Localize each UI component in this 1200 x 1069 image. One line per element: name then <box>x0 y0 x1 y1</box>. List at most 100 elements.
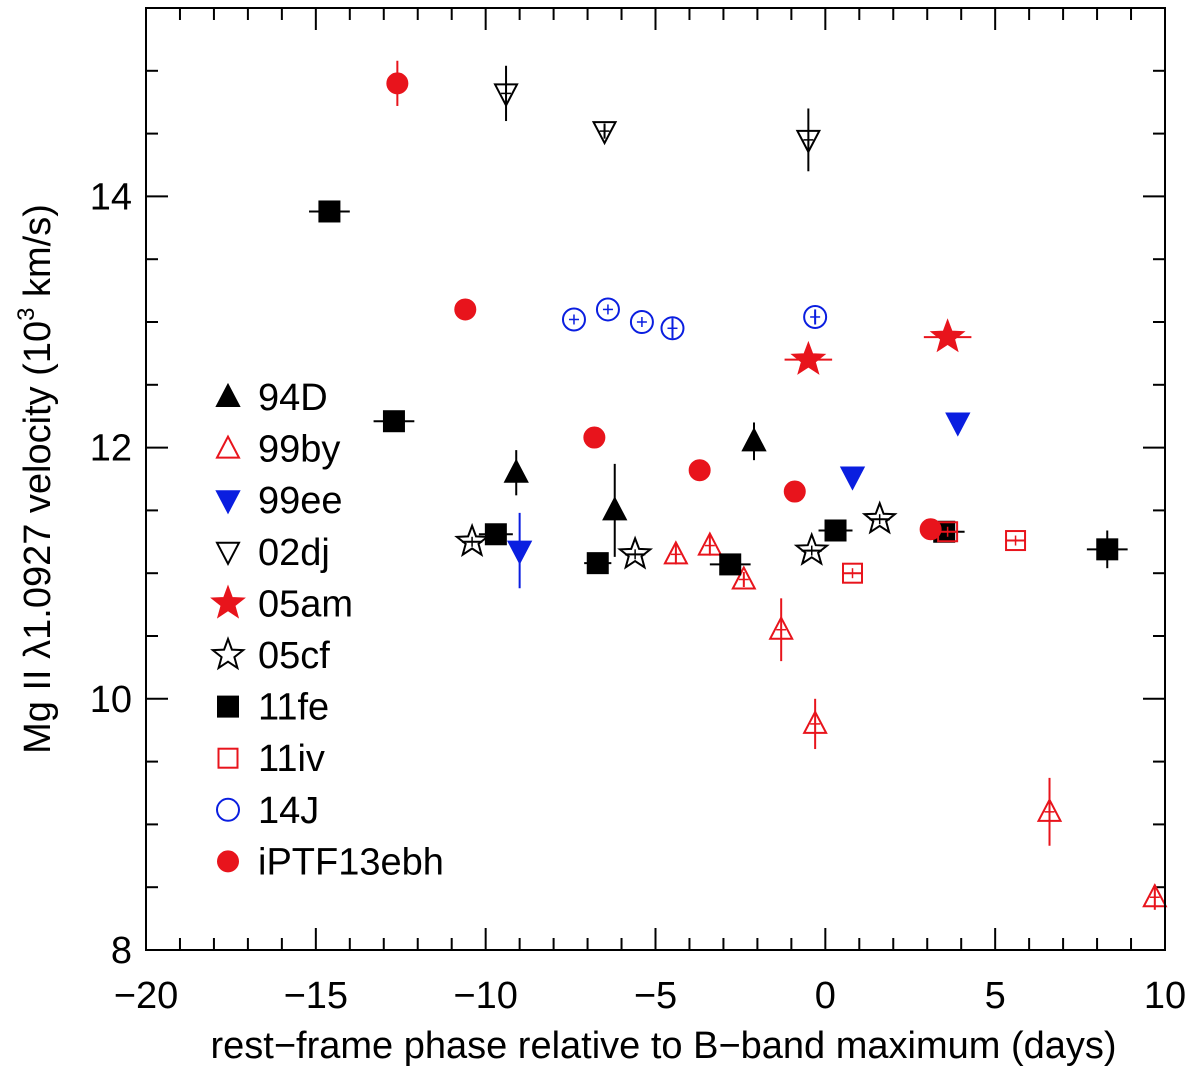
series-05cf <box>454 500 898 570</box>
y-axis-title-pre: Mg II <box>17 659 59 754</box>
data-point <box>688 459 711 482</box>
marker-iPTF13ebh <box>919 518 942 541</box>
legend-label: 94D <box>258 377 328 419</box>
marker-iPTF13ebh <box>783 480 806 503</box>
data-point <box>784 340 833 375</box>
marker-99by <box>1142 883 1168 908</box>
marker-05cf <box>454 522 491 558</box>
y-axis-title-lambda: λ <box>17 640 59 659</box>
marker-11fe <box>318 200 341 223</box>
data-point <box>373 410 415 433</box>
y-tick-label: 14 <box>90 176 132 218</box>
data-point <box>793 531 830 566</box>
marker-14J <box>561 307 586 332</box>
data-point <box>503 450 529 496</box>
legend-label: 02dj <box>258 532 330 574</box>
series-05am <box>784 318 972 375</box>
marker-iPTF13ebh <box>688 459 711 482</box>
legend-marker-14J <box>216 797 240 822</box>
marker-99by <box>663 540 689 565</box>
data-point <box>842 562 864 584</box>
marker-iPTF13ebh <box>454 298 477 321</box>
marker-11iv <box>842 562 864 584</box>
x-tick-label: −20 <box>114 975 178 1017</box>
data-point <box>1036 777 1063 846</box>
data-point <box>309 200 350 223</box>
marker-99by <box>697 531 723 556</box>
legend-label: iPTF13ebh <box>258 841 444 883</box>
legend-entry-14J: 14J <box>216 790 319 832</box>
legend-marker-94D <box>215 382 241 407</box>
series-94D <box>503 422 767 557</box>
y-tick-label: 10 <box>90 679 132 721</box>
series-02dj <box>493 65 822 172</box>
data-point <box>783 480 806 503</box>
legend-label: 14J <box>258 790 319 832</box>
legend-entry-11iv: 11iv <box>217 738 325 780</box>
legend: 94D 99by 99ee 02dj 05am 05cf 11fe 11iv 14J iPTF13… <box>210 377 444 883</box>
data-point <box>629 310 654 334</box>
data-point <box>802 698 828 750</box>
x-tick-label: −5 <box>634 975 677 1017</box>
plot-frame <box>145 7 1166 951</box>
x-tick-label: −15 <box>284 975 348 1017</box>
legend-entry-02dj: 02dj <box>215 532 330 574</box>
marker-14J <box>803 304 828 329</box>
data-point <box>386 60 409 106</box>
y-axis-title-post: km/s) <box>17 204 59 307</box>
data-point <box>1086 530 1128 569</box>
marker-99by <box>802 709 828 734</box>
legend-marker-05cf <box>210 636 246 671</box>
data-point <box>1005 530 1027 552</box>
legend-entry-05am: 05am <box>210 583 353 625</box>
marker-99by <box>1036 797 1063 822</box>
series-14J <box>561 297 828 341</box>
legend-entry-99ee: 99ee <box>215 480 343 522</box>
series-99ee <box>506 412 971 589</box>
data-point <box>493 65 519 122</box>
marker-94D <box>503 458 529 483</box>
marker-14J <box>660 316 685 341</box>
series-11iv <box>842 521 1027 584</box>
marker-05cf <box>793 531 830 566</box>
data-point <box>839 466 866 491</box>
data-points <box>309 60 1168 910</box>
marker-02dj <box>493 83 519 108</box>
marker-11fe <box>719 553 742 576</box>
legend-marker-iPTF13ebh <box>217 850 239 873</box>
legend-label: 11fe <box>258 687 329 729</box>
marker-94D <box>602 496 628 521</box>
data-point <box>595 297 620 322</box>
data-point <box>478 523 513 546</box>
legend-marker-11iv <box>217 747 239 769</box>
data-point <box>919 518 942 541</box>
marker-14J <box>629 310 654 334</box>
legend-entry-99by: 99by <box>215 429 340 471</box>
data-point <box>803 304 828 329</box>
marker-02dj <box>795 129 822 155</box>
marker-11fe <box>382 410 405 433</box>
data-point <box>602 463 628 557</box>
marker-11iv <box>1005 530 1027 552</box>
y-tick-label: 8 <box>111 930 132 972</box>
marker-iPTF13ebh <box>583 426 606 449</box>
legend-label: 99ee <box>258 480 343 522</box>
legend-entry-05cf: 05cf <box>210 635 330 677</box>
data-point <box>945 412 971 437</box>
data-point <box>709 553 751 576</box>
y-tick-label: 12 <box>90 428 132 470</box>
series-99by <box>663 531 1168 910</box>
data-point <box>663 540 689 565</box>
x-tick-label: 0 <box>815 975 836 1017</box>
marker-99ee <box>839 466 866 491</box>
data-point <box>454 522 491 558</box>
data-point <box>591 121 618 146</box>
data-point <box>583 426 606 449</box>
data-point <box>741 422 767 461</box>
x-tick-label: 10 <box>1144 975 1186 1017</box>
data-point <box>923 318 972 353</box>
legend-marker-99by <box>215 434 241 459</box>
legend-label: 05cf <box>258 635 330 677</box>
legend-label: 99by <box>258 429 340 471</box>
